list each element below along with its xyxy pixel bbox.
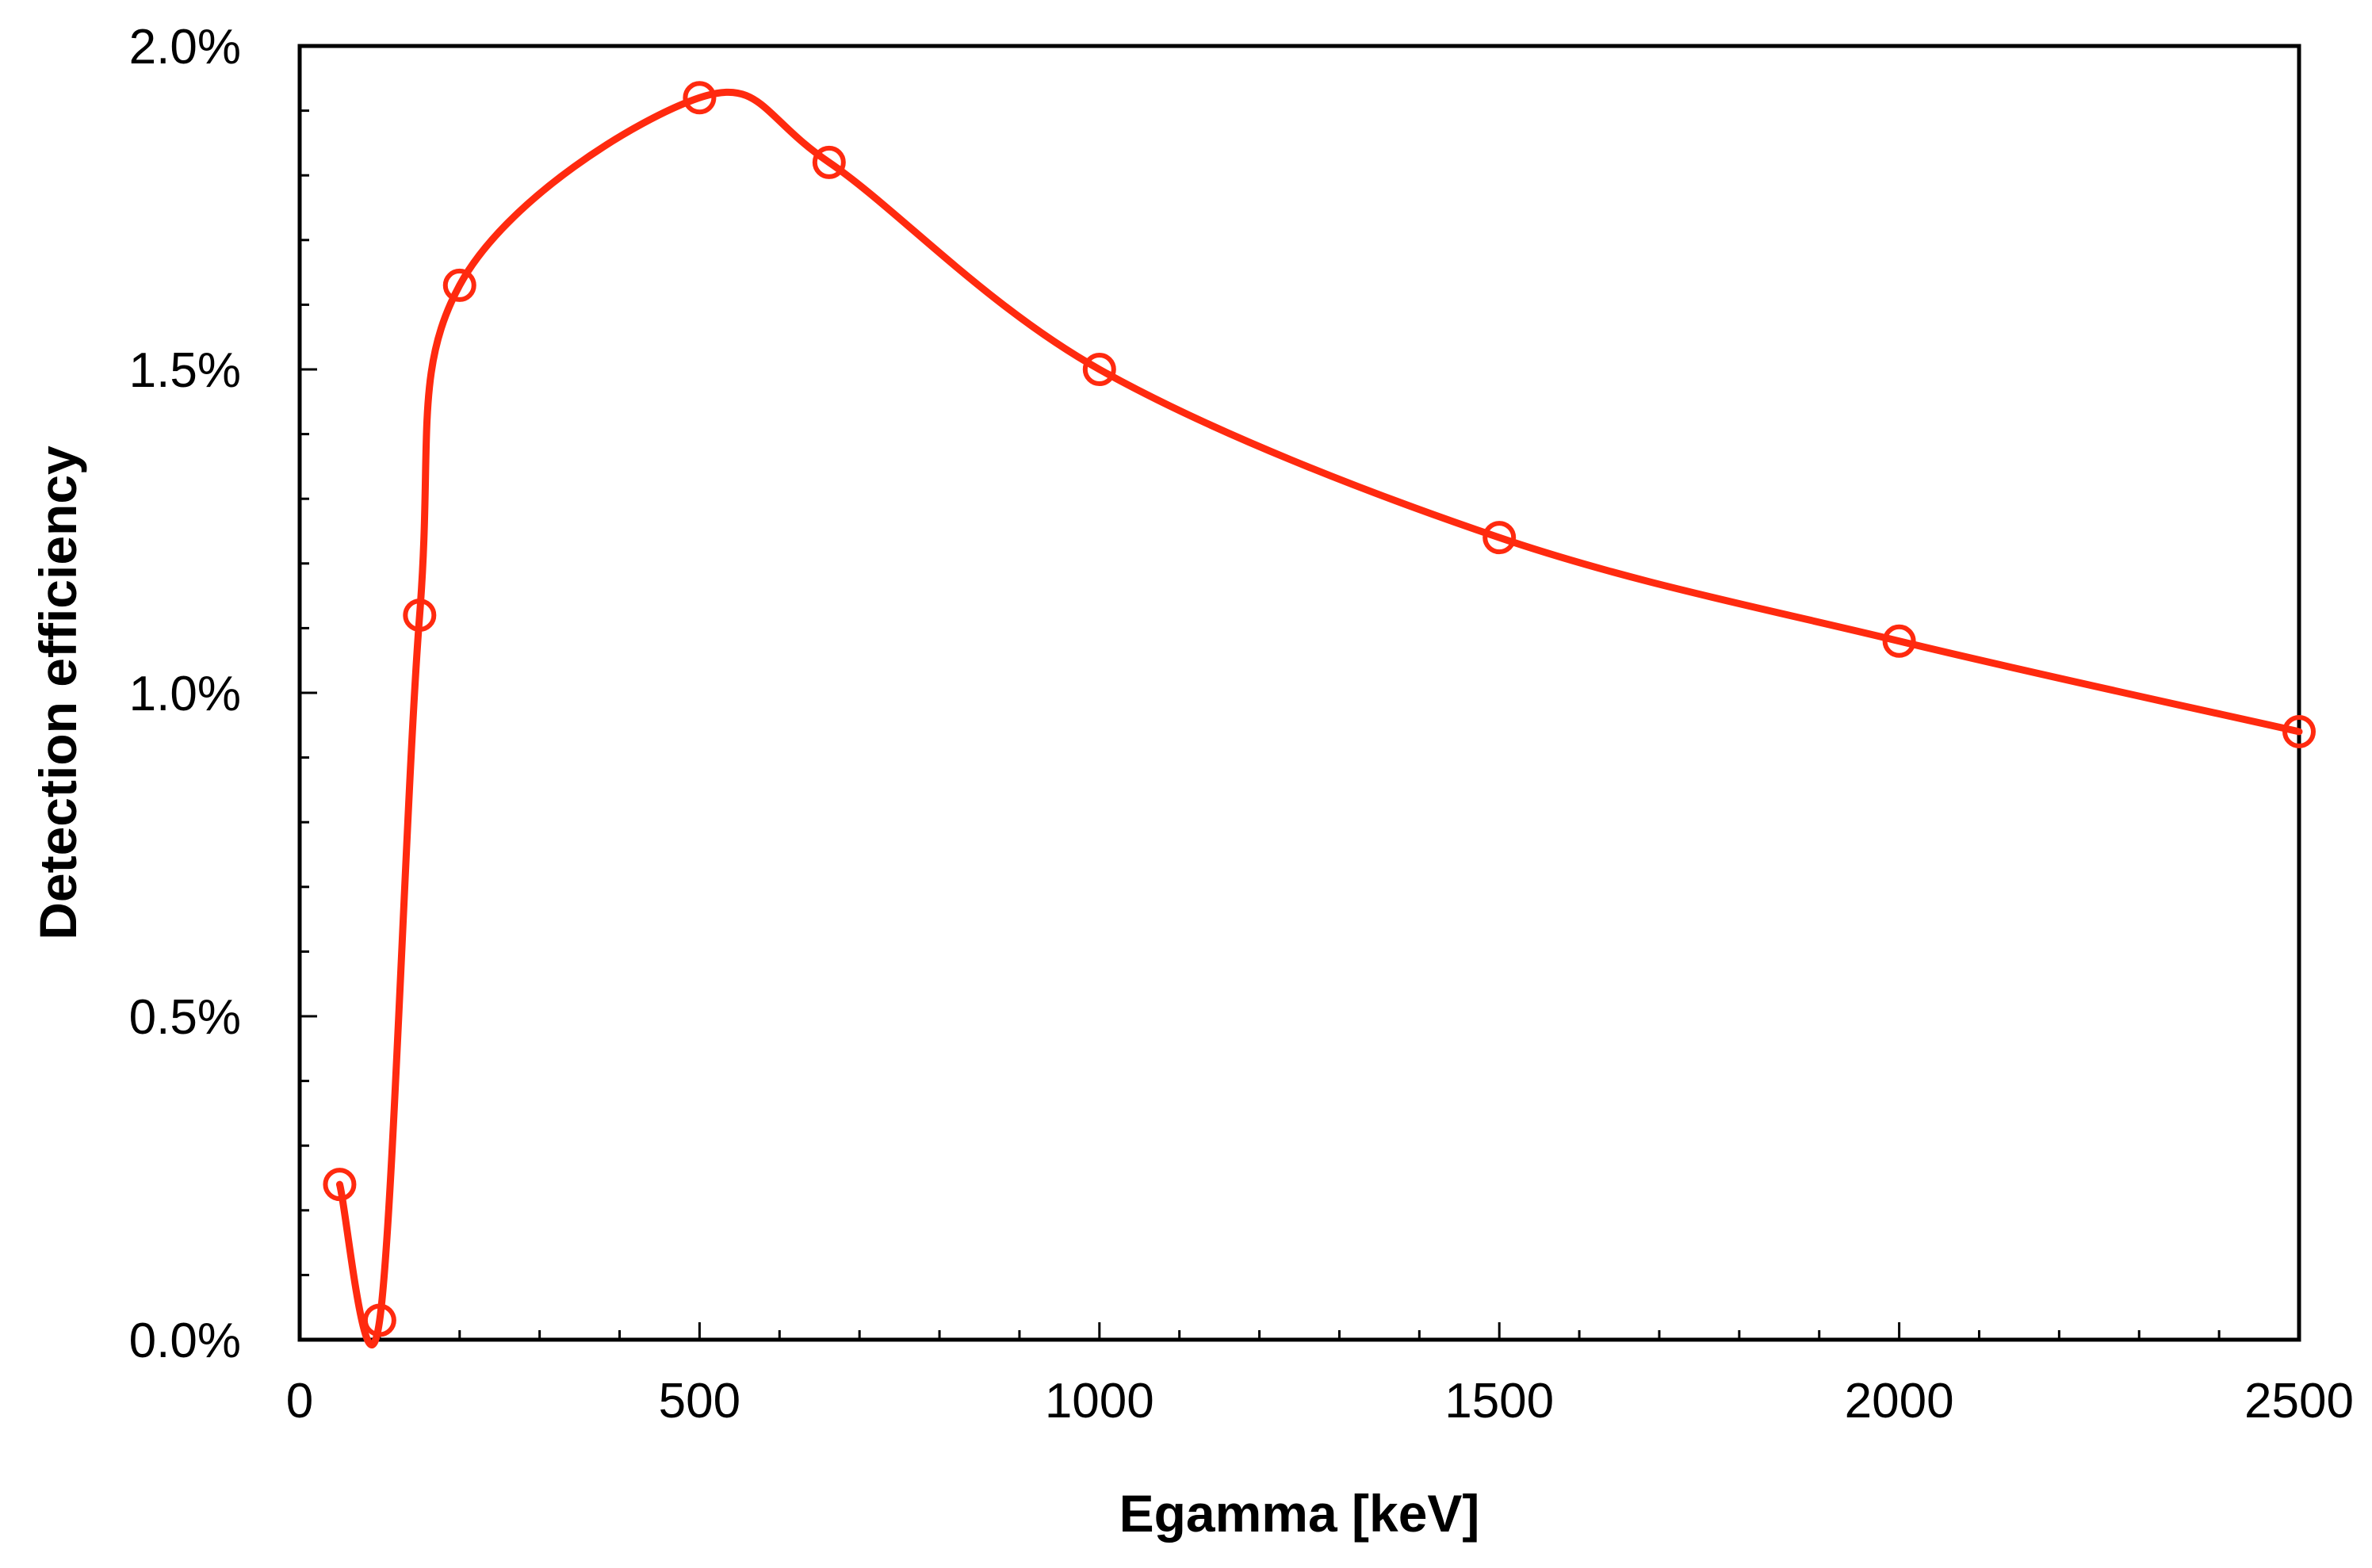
x-tick-label: 1500 xyxy=(1444,1374,1554,1428)
y-tick-label: 0.0% xyxy=(129,1314,241,1368)
x-tick-label: 2500 xyxy=(2244,1374,2354,1428)
data-point xyxy=(1082,353,1116,386)
data-point xyxy=(442,268,476,302)
x-tick-label: 500 xyxy=(659,1374,740,1428)
x-tick-labels: 0 500 1000 1500 2000 2500 xyxy=(286,1374,2354,1428)
data-point xyxy=(1482,521,1517,555)
data-point xyxy=(683,81,717,115)
series-group xyxy=(323,81,2316,1349)
y-tick-label: 1.0% xyxy=(129,667,241,721)
x-tick-label: 2000 xyxy=(1845,1374,1954,1428)
y-tick-label: 1.5% xyxy=(129,343,241,398)
data-point xyxy=(812,145,846,179)
data-point xyxy=(2282,714,2316,748)
data-point xyxy=(1882,624,1916,658)
series-line xyxy=(335,88,2303,1349)
axis-ticks xyxy=(298,44,2301,1341)
data-point xyxy=(403,599,437,633)
y-tick-label: 2.0% xyxy=(129,20,241,75)
plot-frame xyxy=(297,44,2301,1342)
x-tick-label: 1000 xyxy=(1045,1374,1154,1428)
y-tick-label: 0.5% xyxy=(129,990,241,1045)
y-axis-title: Detection efficiency xyxy=(29,446,87,940)
data-point xyxy=(362,1303,396,1337)
y-tick-labels: 0.0% 0.5% 1.0% 1.5% 2.0% xyxy=(129,20,241,1368)
x-axis-title: Egamma [keV] xyxy=(1119,1484,1480,1543)
data-point xyxy=(323,1168,357,1202)
plot-area: 0 500 1000 1500 2000 2500 0.0% 0.5% 1.0% 1.5% 2.0… xyxy=(129,20,2354,1428)
x-tick-label: 0 xyxy=(286,1374,313,1428)
